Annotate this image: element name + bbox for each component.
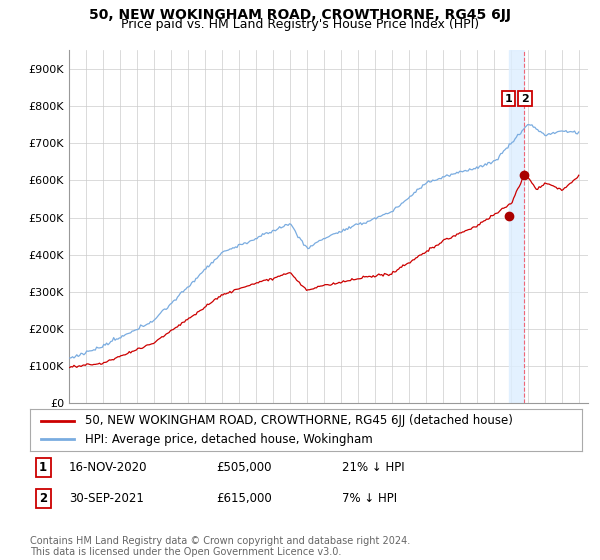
Text: 2: 2 — [39, 492, 47, 505]
Text: 30-SEP-2021: 30-SEP-2021 — [69, 492, 144, 505]
Bar — [509, 50, 524, 403]
Text: 16-NOV-2020: 16-NOV-2020 — [69, 461, 148, 474]
Text: 7% ↓ HPI: 7% ↓ HPI — [342, 492, 397, 505]
Text: £505,000: £505,000 — [216, 461, 271, 474]
Text: HPI: Average price, detached house, Wokingham: HPI: Average price, detached house, Woki… — [85, 432, 373, 446]
Text: 50, NEW WOKINGHAM ROAD, CROWTHORNE, RG45 6JJ (detached house): 50, NEW WOKINGHAM ROAD, CROWTHORNE, RG45… — [85, 414, 513, 427]
Text: 21% ↓ HPI: 21% ↓ HPI — [342, 461, 404, 474]
Text: 1: 1 — [505, 94, 512, 104]
Text: Price paid vs. HM Land Registry's House Price Index (HPI): Price paid vs. HM Land Registry's House … — [121, 18, 479, 31]
Text: 2: 2 — [521, 94, 529, 104]
Text: 50, NEW WOKINGHAM ROAD, CROWTHORNE, RG45 6JJ: 50, NEW WOKINGHAM ROAD, CROWTHORNE, RG45… — [89, 8, 511, 22]
Text: Contains HM Land Registry data © Crown copyright and database right 2024.
This d: Contains HM Land Registry data © Crown c… — [30, 535, 410, 557]
Text: 1: 1 — [39, 461, 47, 474]
Text: £615,000: £615,000 — [216, 492, 272, 505]
